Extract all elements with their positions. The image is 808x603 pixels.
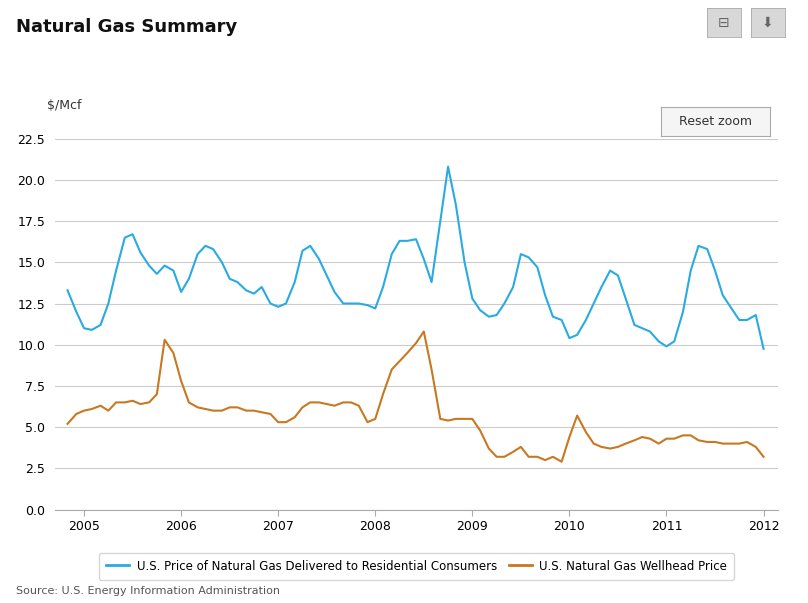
- Text: ⬇: ⬇: [762, 16, 773, 30]
- Text: Source: U.S. Energy Information Administration: Source: U.S. Energy Information Administ…: [16, 586, 280, 596]
- Legend: U.S. Price of Natural Gas Delivered to Residential Consumers, U.S. Natural Gas W: U.S. Price of Natural Gas Delivered to R…: [99, 552, 734, 579]
- Text: Reset zoom: Reset zoom: [679, 115, 752, 128]
- Text: $/Mcf: $/Mcf: [47, 98, 82, 112]
- Text: Natural Gas Summary: Natural Gas Summary: [16, 18, 238, 36]
- Text: ⊟: ⊟: [718, 16, 730, 30]
